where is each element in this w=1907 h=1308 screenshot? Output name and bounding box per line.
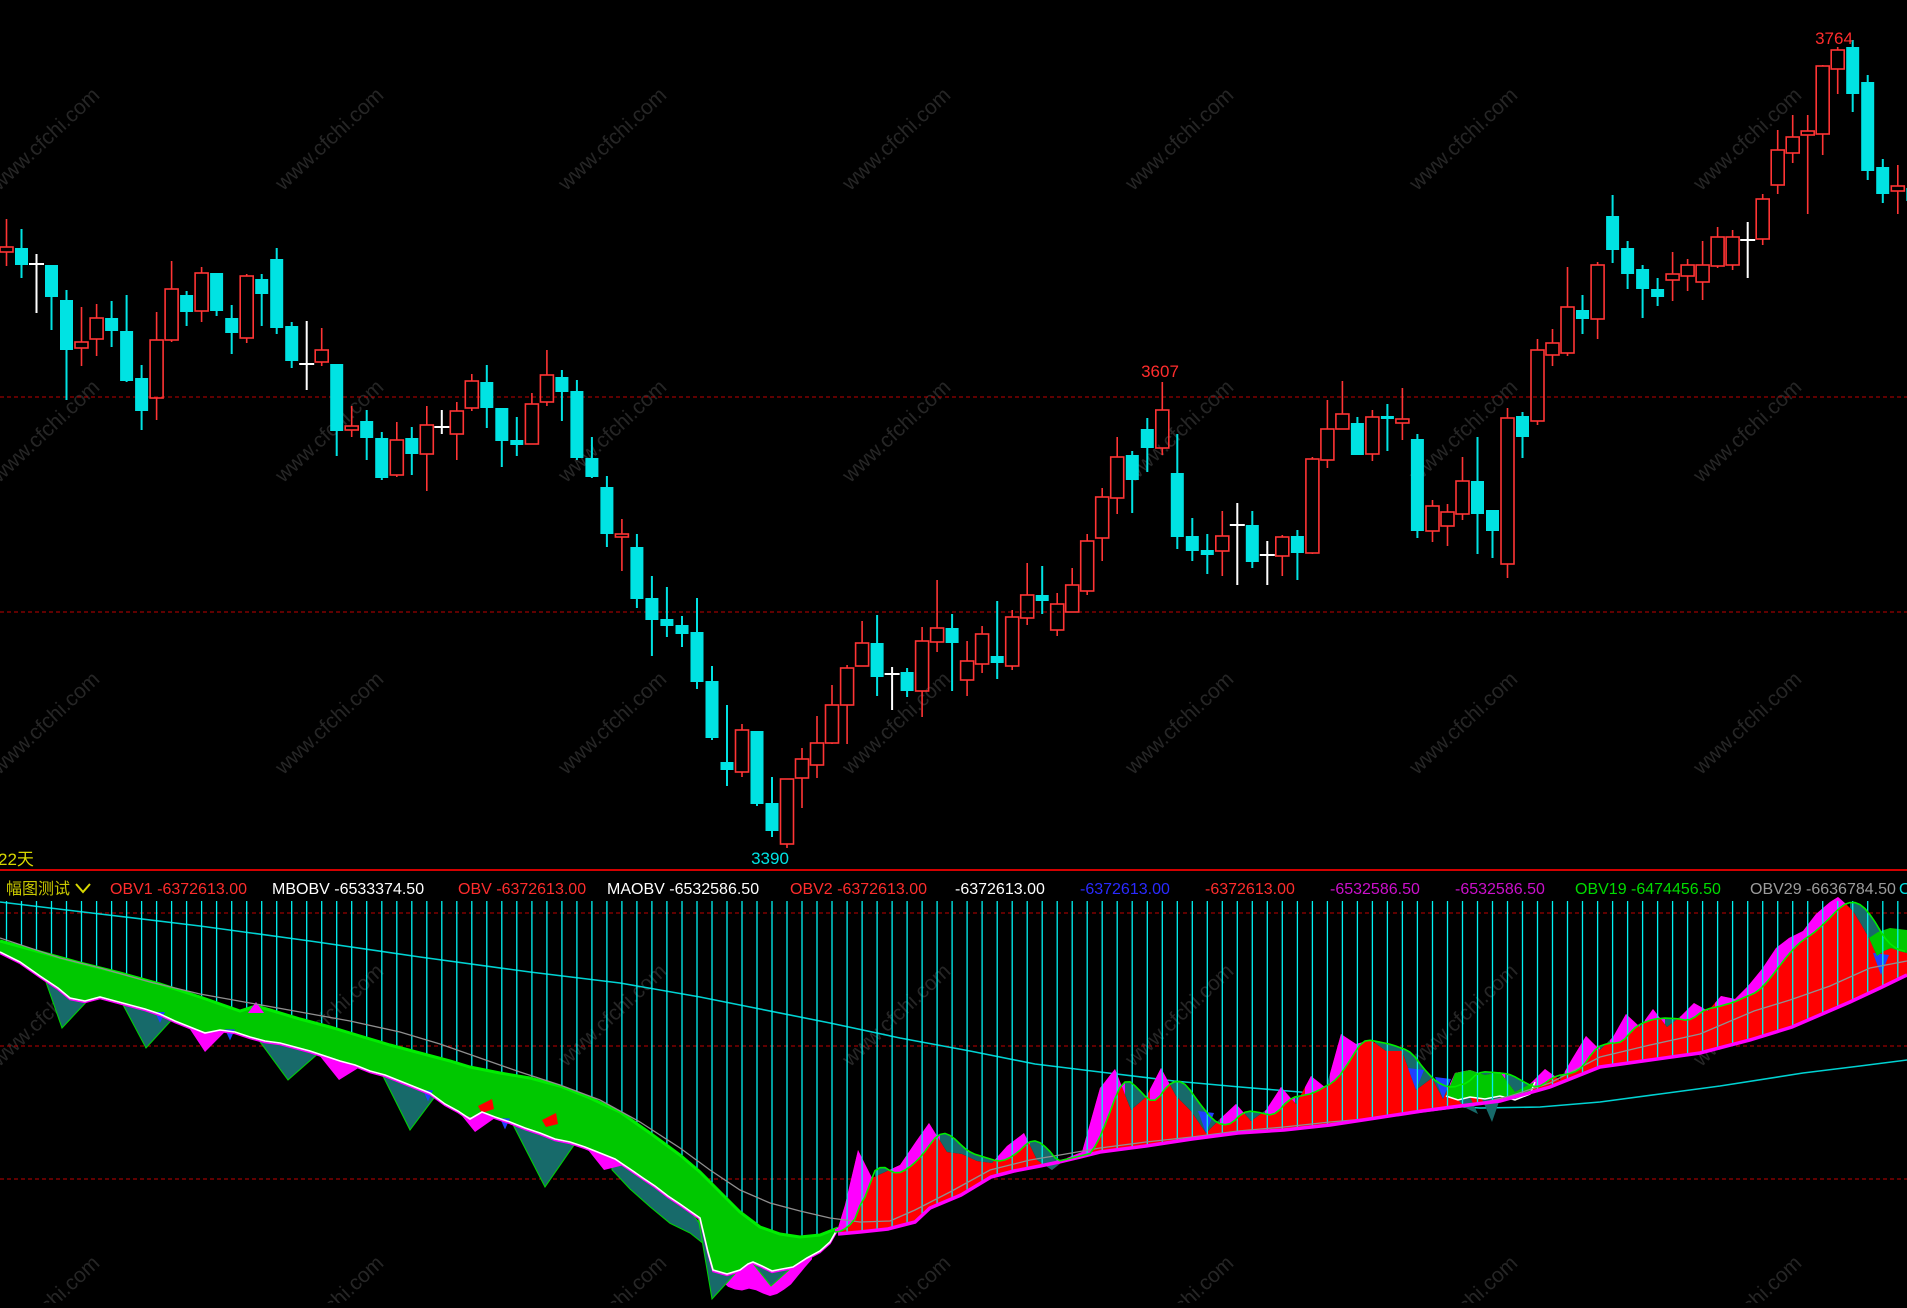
svg-text:3390: 3390 bbox=[751, 849, 789, 868]
svg-text:-6532586.50: -6532586.50 bbox=[1455, 881, 1545, 898]
svg-text:-6532586.50: -6532586.50 bbox=[1330, 881, 1420, 898]
svg-text:O: O bbox=[1899, 881, 1907, 898]
svg-text:OBV19 -6474456.50: OBV19 -6474456.50 bbox=[1575, 881, 1721, 898]
svg-text:OBV2 -6372613.00: OBV2 -6372613.00 bbox=[790, 881, 927, 898]
svg-text:OBV -6372613.00: OBV -6372613.00 bbox=[458, 881, 586, 898]
svg-text:OBV29 -6636784.50: OBV29 -6636784.50 bbox=[1750, 881, 1896, 898]
svg-text:-6372613.00: -6372613.00 bbox=[955, 881, 1045, 898]
svg-text:OBV1 -6372613.00: OBV1 -6372613.00 bbox=[110, 881, 247, 898]
svg-text:-6372613.00: -6372613.00 bbox=[1205, 881, 1295, 898]
svg-text:3764: 3764 bbox=[1815, 29, 1853, 48]
svg-text:MAOBV -6532586.50: MAOBV -6532586.50 bbox=[607, 881, 759, 898]
svg-text:幅图测试: 幅图测试 bbox=[6, 880, 70, 898]
svg-text:-6372613.00: -6372613.00 bbox=[1080, 881, 1170, 898]
svg-text:MBOBV -6533374.50: MBOBV -6533374.50 bbox=[272, 881, 424, 898]
svg-text:22天: 22天 bbox=[0, 850, 34, 869]
svg-text:3607: 3607 bbox=[1141, 362, 1179, 381]
